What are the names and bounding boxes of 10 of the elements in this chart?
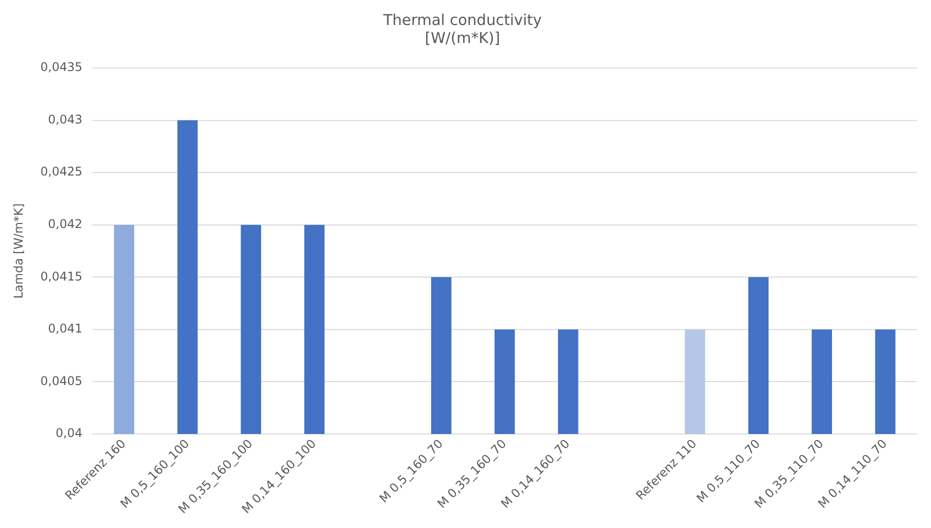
chart-title: Thermal conductivity [W/(m*K)] — [382, 10, 542, 47]
y-tick-label: 0,04 — [56, 426, 82, 440]
y-tick-label: 0,041 — [48, 322, 82, 336]
y-tick-label: 0,0425 — [40, 164, 82, 179]
y-tick-label: 0,043 — [48, 112, 82, 126]
y-tick-label: 0,0435 — [40, 60, 82, 74]
y-axis-title: Lamda [W/m*K] — [11, 203, 26, 299]
y-tick-label: 0,0415 — [40, 269, 82, 284]
y-tick-label: 0,042 — [48, 216, 82, 231]
y-tick-label: 0,0405 — [40, 374, 82, 388]
